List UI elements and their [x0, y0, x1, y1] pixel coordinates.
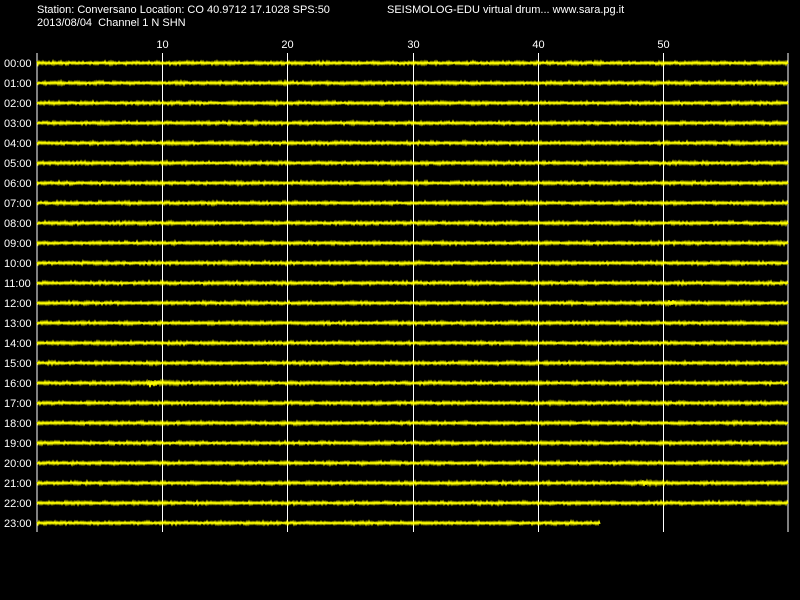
- hour-label: 12:00: [4, 298, 32, 310]
- hour-trace: [36, 259, 789, 267]
- hour-trace: [36, 99, 789, 107]
- hour-trace: [36, 178, 789, 188]
- hour-label: 07:00: [4, 198, 32, 210]
- hour-label: 01:00: [4, 78, 32, 90]
- hour-label: 22:00: [4, 498, 32, 510]
- hour-label: 15:00: [4, 358, 32, 370]
- hour-trace: [36, 399, 789, 408]
- hour-label: 08:00: [4, 218, 32, 230]
- hour-label: 14:00: [4, 338, 32, 350]
- drum-grid: [36, 53, 789, 532]
- hour-trace: [36, 519, 601, 527]
- hour-trace: [36, 419, 789, 428]
- hour-trace: [36, 339, 789, 347]
- hour-label: 02:00: [4, 98, 32, 110]
- hour-trace: [36, 298, 789, 308]
- app-title-text: SEISMOLOG-EDU virtual drum... www.sara.p…: [387, 4, 625, 16]
- hour-label: 00:00: [4, 58, 32, 70]
- hour-trace: [36, 359, 789, 367]
- hour-trace: [36, 438, 789, 447]
- hour-trace: [36, 138, 789, 147]
- hour-label: 16:00: [4, 378, 32, 390]
- minute-tick-label: 10: [156, 39, 168, 51]
- hour-label: 06:00: [4, 178, 32, 190]
- station-info-text: Station: Conversano Location: CO 40.9712…: [37, 4, 330, 16]
- hour-label: 20:00: [4, 458, 32, 470]
- hour-label: 19:00: [4, 438, 32, 450]
- drum-labels: 10 20 30 40 50 00:00 01:00 02:00 03:00 04:00 05:00…: [4, 39, 670, 530]
- hour-label: 04:00: [4, 138, 32, 150]
- hour-trace: [36, 58, 789, 67]
- hour-trace: [36, 319, 789, 327]
- hour-trace: [36, 78, 789, 88]
- hour-trace: [36, 238, 789, 248]
- minute-tick-label: 40: [532, 39, 544, 51]
- date-channel-text: 2013/08/04 Channel 1 N SHN: [37, 17, 186, 29]
- hour-label: 13:00: [4, 318, 32, 330]
- minute-tick-label: 20: [281, 39, 293, 51]
- hour-trace: [36, 159, 789, 167]
- minute-tick-label: 30: [407, 39, 419, 51]
- hour-label: 21:00: [4, 478, 32, 490]
- drum-traces: [36, 58, 789, 527]
- hour-label: 10:00: [4, 258, 32, 270]
- hour-trace: [36, 499, 789, 507]
- minute-tick-label: 50: [657, 39, 669, 51]
- hour-label: 11:00: [4, 278, 31, 290]
- hour-trace: [36, 118, 789, 127]
- hour-label: 17:00: [4, 398, 32, 410]
- hour-trace: [36, 458, 789, 468]
- hour-trace: [36, 478, 789, 488]
- hour-trace: [36, 378, 789, 388]
- hour-trace: [36, 199, 789, 208]
- hour-trace: [36, 219, 789, 228]
- hour-label: 05:00: [4, 158, 32, 170]
- hour-trace: [36, 278, 789, 287]
- hour-label: 23:00: [4, 518, 32, 530]
- hour-label: 03:00: [4, 118, 32, 130]
- hour-label: 18:00: [4, 418, 32, 430]
- hour-label: 09:00: [4, 238, 32, 250]
